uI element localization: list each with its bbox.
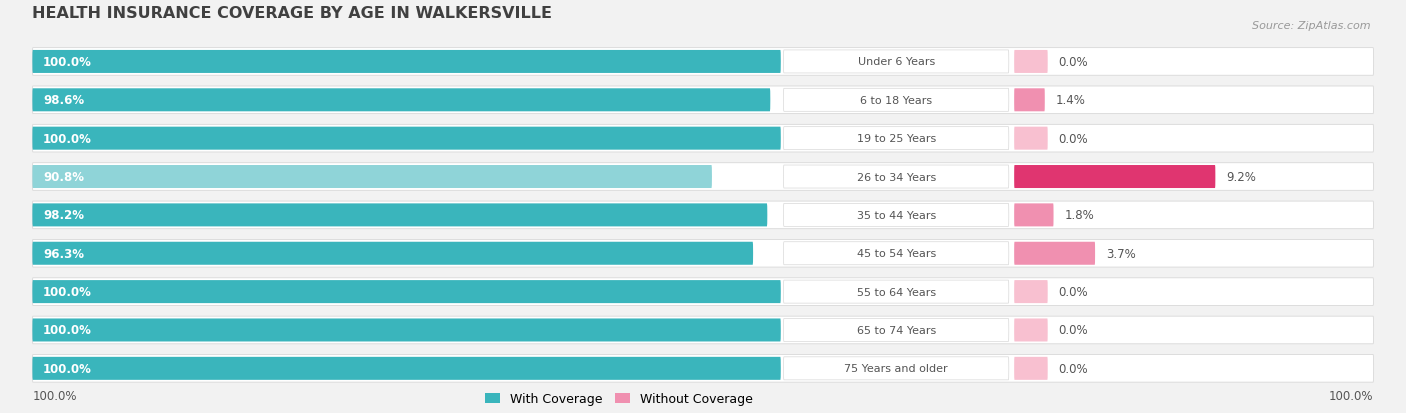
Text: 26 to 34 Years: 26 to 34 Years — [856, 172, 936, 182]
Text: 45 to 54 Years: 45 to 54 Years — [856, 249, 936, 259]
FancyBboxPatch shape — [32, 319, 780, 342]
Text: 90.8%: 90.8% — [44, 171, 84, 184]
Text: 0.0%: 0.0% — [1059, 324, 1088, 337]
FancyBboxPatch shape — [32, 51, 780, 74]
FancyBboxPatch shape — [32, 125, 1374, 153]
Text: 98.2%: 98.2% — [44, 209, 84, 222]
FancyBboxPatch shape — [32, 89, 770, 112]
Text: 100.0%: 100.0% — [44, 285, 91, 298]
FancyBboxPatch shape — [32, 163, 1374, 191]
Text: 0.0%: 0.0% — [1059, 285, 1088, 298]
FancyBboxPatch shape — [32, 280, 780, 304]
FancyBboxPatch shape — [783, 280, 1008, 304]
Text: 9.2%: 9.2% — [1226, 171, 1256, 184]
FancyBboxPatch shape — [1014, 357, 1047, 380]
FancyBboxPatch shape — [1014, 280, 1047, 304]
Text: 6 to 18 Years: 6 to 18 Years — [860, 95, 932, 106]
Text: 65 to 74 Years: 65 to 74 Years — [856, 325, 936, 335]
Text: Source: ZipAtlas.com: Source: ZipAtlas.com — [1253, 21, 1371, 31]
Text: 1.8%: 1.8% — [1064, 209, 1094, 222]
FancyBboxPatch shape — [32, 87, 1374, 114]
FancyBboxPatch shape — [32, 240, 1374, 267]
FancyBboxPatch shape — [32, 355, 1374, 382]
FancyBboxPatch shape — [1014, 204, 1053, 227]
FancyBboxPatch shape — [783, 357, 1008, 380]
Text: 96.3%: 96.3% — [44, 247, 84, 260]
Text: 100.0%: 100.0% — [44, 362, 91, 375]
FancyBboxPatch shape — [783, 127, 1008, 150]
Text: 100.0%: 100.0% — [32, 389, 77, 403]
FancyBboxPatch shape — [32, 278, 1374, 306]
Text: 19 to 25 Years: 19 to 25 Years — [856, 134, 936, 144]
FancyBboxPatch shape — [1014, 89, 1045, 112]
FancyBboxPatch shape — [32, 202, 1374, 229]
Text: 100.0%: 100.0% — [1329, 389, 1374, 403]
Text: 0.0%: 0.0% — [1059, 56, 1088, 69]
Text: Under 6 Years: Under 6 Years — [858, 57, 935, 67]
Text: 100.0%: 100.0% — [44, 132, 91, 145]
FancyBboxPatch shape — [32, 357, 780, 380]
Text: 100.0%: 100.0% — [44, 324, 91, 337]
Text: 98.6%: 98.6% — [44, 94, 84, 107]
FancyBboxPatch shape — [1014, 319, 1047, 342]
FancyBboxPatch shape — [783, 89, 1008, 112]
FancyBboxPatch shape — [1014, 51, 1047, 74]
FancyBboxPatch shape — [783, 166, 1008, 189]
FancyBboxPatch shape — [32, 127, 780, 150]
FancyBboxPatch shape — [783, 242, 1008, 265]
FancyBboxPatch shape — [32, 48, 1374, 76]
FancyBboxPatch shape — [1014, 242, 1095, 265]
FancyBboxPatch shape — [32, 242, 754, 265]
Text: 3.7%: 3.7% — [1105, 247, 1136, 260]
FancyBboxPatch shape — [783, 319, 1008, 342]
FancyBboxPatch shape — [783, 204, 1008, 227]
Text: 1.4%: 1.4% — [1056, 94, 1085, 107]
Text: HEALTH INSURANCE COVERAGE BY AGE IN WALKERSVILLE: HEALTH INSURANCE COVERAGE BY AGE IN WALK… — [32, 6, 553, 21]
Text: 35 to 44 Years: 35 to 44 Years — [856, 210, 936, 221]
Text: 0.0%: 0.0% — [1059, 362, 1088, 375]
FancyBboxPatch shape — [32, 316, 1374, 344]
FancyBboxPatch shape — [783, 51, 1008, 74]
FancyBboxPatch shape — [32, 204, 768, 227]
FancyBboxPatch shape — [1014, 166, 1215, 189]
Text: 0.0%: 0.0% — [1059, 132, 1088, 145]
FancyBboxPatch shape — [1014, 127, 1047, 150]
Text: 55 to 64 Years: 55 to 64 Years — [856, 287, 936, 297]
FancyBboxPatch shape — [32, 166, 711, 189]
Text: 100.0%: 100.0% — [44, 56, 91, 69]
Legend: With Coverage, Without Coverage: With Coverage, Without Coverage — [481, 387, 758, 410]
Text: 75 Years and older: 75 Years and older — [845, 363, 948, 373]
